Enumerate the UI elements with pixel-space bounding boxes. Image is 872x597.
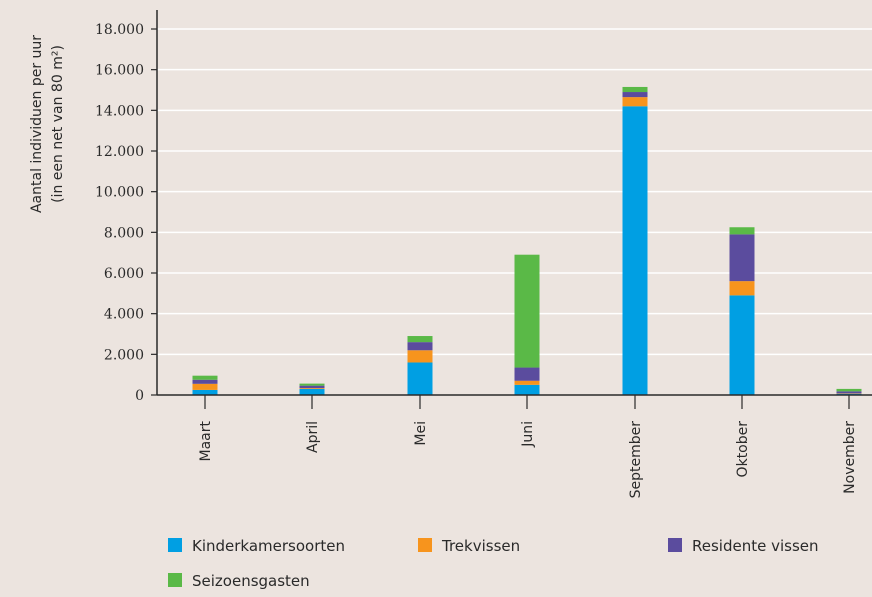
y-tick-label: 0 xyxy=(135,388,144,404)
y-tick-label: 4.000 xyxy=(104,307,144,323)
bar-segment-residente-vissen xyxy=(514,367,540,381)
bar-segment-trekvissen xyxy=(192,383,218,390)
y-tick-label: 12.000 xyxy=(95,144,144,160)
bar-segment-seizoensgasten xyxy=(192,375,218,380)
axes xyxy=(156,10,872,396)
x-tick-label-september: September xyxy=(628,421,644,499)
legend-label: Kinderkamersoorten xyxy=(192,537,345,555)
y-tick-label: 10.000 xyxy=(95,185,144,201)
y-axis-label-line2: (in een net van 80 m²) xyxy=(50,45,66,203)
bar-segment-residente-vissen xyxy=(299,385,325,389)
bar-segment-trekvissen xyxy=(407,350,433,363)
y-tick-label: 14.000 xyxy=(95,103,144,119)
x-tick-label-juni: Juni xyxy=(520,421,536,448)
legend-swatch xyxy=(418,538,432,552)
bar-segment-trekvissen xyxy=(299,388,325,389)
bar-segment-kinderkamersoorten xyxy=(622,106,648,396)
legend-label: Seizoensgasten xyxy=(192,572,310,590)
y-tick-label: 6.000 xyxy=(104,266,144,282)
legend-swatch xyxy=(168,573,182,587)
bar-segment-kinderkamersoorten xyxy=(514,384,540,395)
y-tick-label: 18.000 xyxy=(95,22,144,38)
legend-label: Residente vissen xyxy=(692,537,819,555)
bar-segment-residente-vissen xyxy=(836,391,862,394)
legend-swatch xyxy=(168,538,182,552)
y-tick-label: 16.000 xyxy=(95,63,144,79)
bar-segment-kinderkamersoorten xyxy=(192,389,218,395)
x-tick-label-mei: Mei xyxy=(413,421,429,446)
legend-swatch xyxy=(668,538,682,552)
legend: Kinderkamersoorten Trekvissen Residente vi… xyxy=(168,537,819,590)
x-tick-label-oktober: Oktober xyxy=(735,421,751,478)
legend-label: Trekvissen xyxy=(441,537,520,555)
x-ticks: Maart April Mei Juni September Oktober Novembe… xyxy=(198,395,858,498)
bar-segment-seizoensgasten xyxy=(514,254,540,368)
y-tick-label: 8.000 xyxy=(104,225,144,241)
bar-segment-trekvissen xyxy=(514,380,540,385)
x-tick-label-november: November xyxy=(842,421,858,494)
bar-segment-trekvissen xyxy=(729,281,755,296)
bar-segment-seizoensgasten xyxy=(407,336,433,343)
bar-segment-kinderkamersoorten xyxy=(729,295,755,395)
bar-segment-seizoensgasten xyxy=(299,383,325,386)
y-ticks: 0 2.000 4.000 6.000 8.000 10.000 12.000 14.000 1… xyxy=(95,22,157,404)
bar-segment-kinderkamersoorten xyxy=(407,362,433,395)
bar-segment-residente-vissen xyxy=(407,342,433,351)
y-axis-label-line1: Aantal individuen per uur xyxy=(29,35,45,213)
bar-segment-kinderkamersoorten xyxy=(299,388,325,395)
bar-segment-seizoensgasten xyxy=(729,227,755,235)
grid xyxy=(157,28,872,356)
bar-segment-seizoensgasten xyxy=(622,86,648,93)
bar-segment-residente-vissen xyxy=(192,379,218,384)
x-tick-label-april: April xyxy=(305,421,321,453)
bar-segment-trekvissen xyxy=(622,97,648,107)
bar-segment-residente-vissen xyxy=(729,234,755,282)
x-tick-label-maart: Maart xyxy=(198,420,214,461)
bar-segment-seizoensgasten xyxy=(836,388,862,392)
bar-segment-residente-vissen xyxy=(622,92,648,98)
y-tick-label: 2.000 xyxy=(104,347,144,363)
bars xyxy=(192,86,862,396)
